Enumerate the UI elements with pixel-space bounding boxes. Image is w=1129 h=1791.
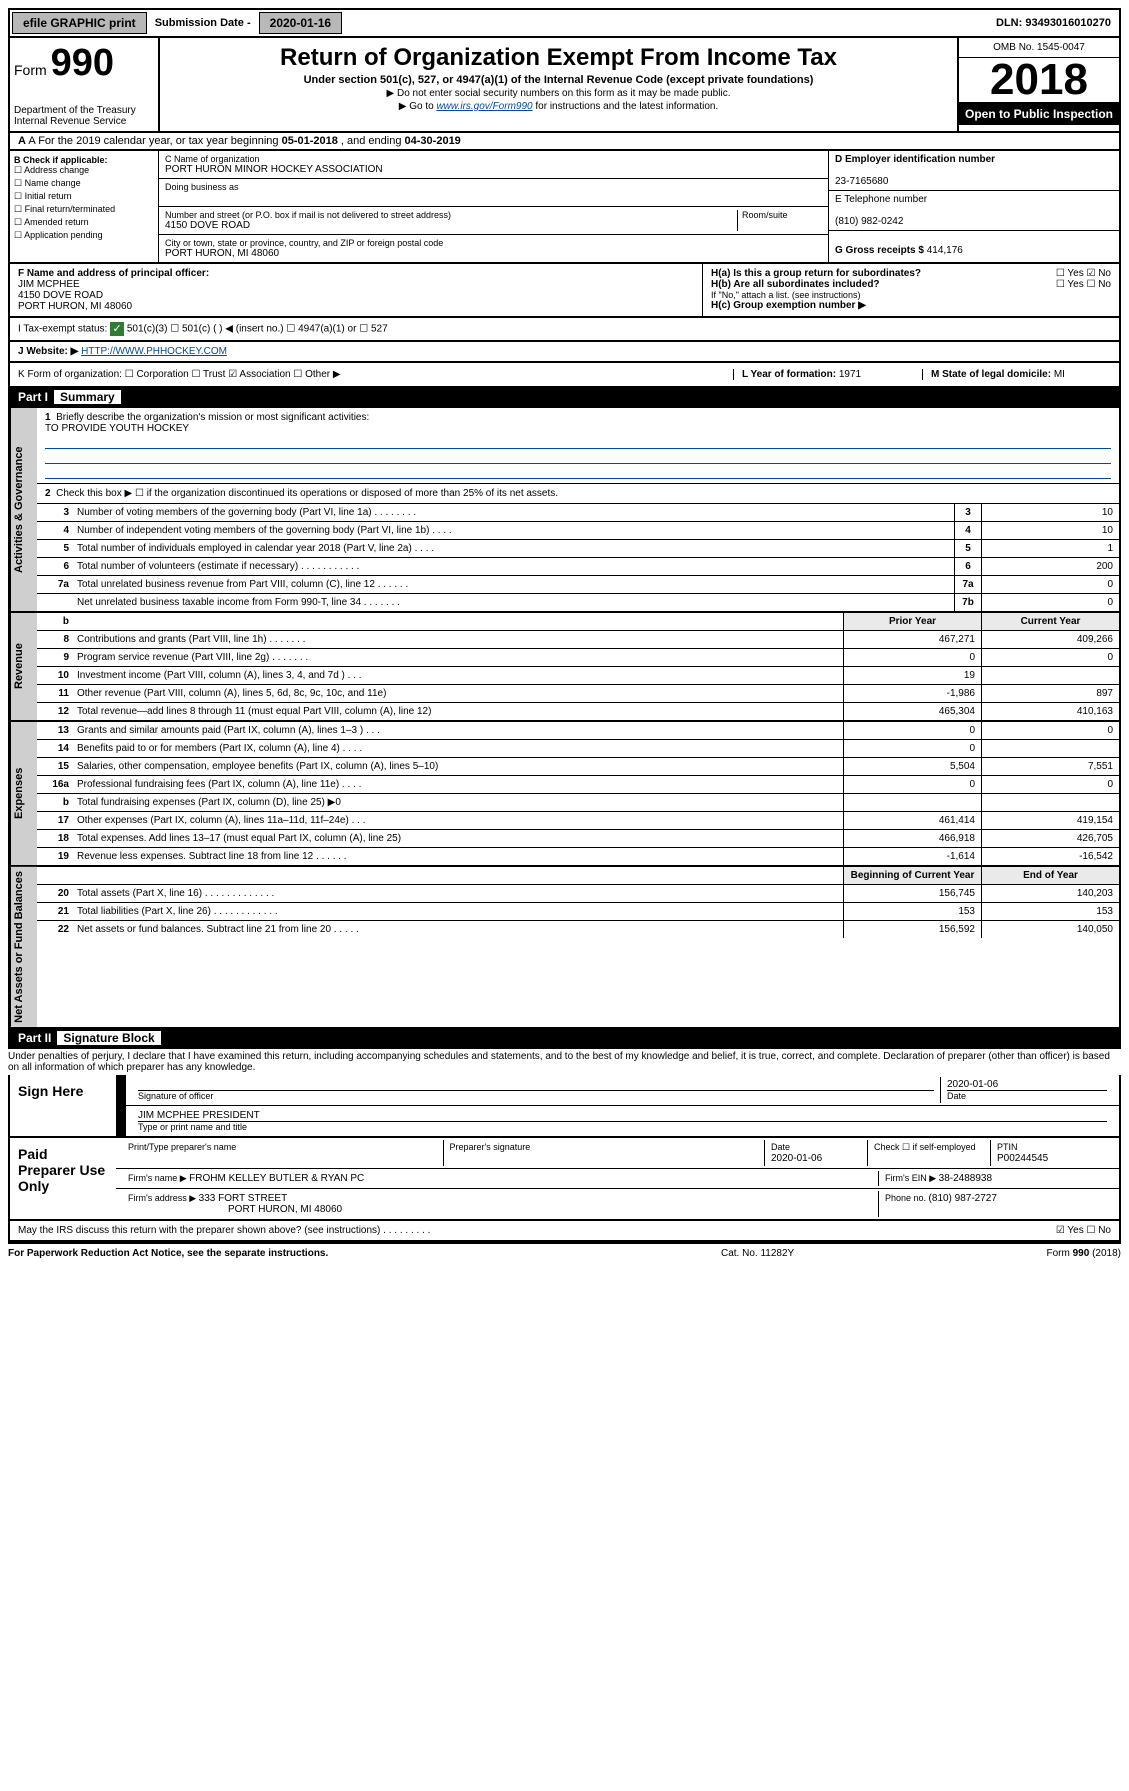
tax-year: 2018 xyxy=(959,60,1119,100)
ein: 23-7165680 xyxy=(835,176,888,187)
col-prior-year: Prior Year xyxy=(843,613,981,630)
firm-name: FROHM KELLEY BUTLER & RYAN PC xyxy=(189,1173,364,1184)
ptin: P00244545 xyxy=(997,1153,1048,1164)
table-row: Net unrelated business taxable income fr… xyxy=(37,594,1119,611)
table-row: 19 Revenue less expenses. Subtract line … xyxy=(37,848,1119,865)
phone: (810) 982-0242 xyxy=(835,216,903,227)
row-fh: F Name and address of principal officer:… xyxy=(8,264,1121,318)
chk-final-return[interactable]: Final return/terminated xyxy=(14,204,154,215)
box-h: H(a) Is this a group return for subordin… xyxy=(702,264,1119,316)
table-row: 16a Professional fundraising fees (Part … xyxy=(37,776,1119,794)
table-row: 15 Salaries, other compensation, employe… xyxy=(37,758,1119,776)
chk-name-change[interactable]: Name change xyxy=(14,178,154,189)
discuss-answer: ☑ Yes ☐ No xyxy=(1056,1225,1111,1236)
table-row: 9 Program service revenue (Part VIII, li… xyxy=(37,649,1119,667)
discuss-row: May the IRS discuss this return with the… xyxy=(8,1221,1121,1242)
website-link[interactable]: HTTP://WWW.PHHOCKEY.COM xyxy=(81,346,227,357)
top-bar: efile GRAPHIC print Submission Date - 20… xyxy=(8,8,1121,38)
table-row: 20 Total assets (Part X, line 16) . . . … xyxy=(37,885,1119,903)
table-row: 18 Total expenses. Add lines 13–17 (must… xyxy=(37,830,1119,848)
mission-text: TO PROVIDE YOUTH HOCKEY xyxy=(45,423,189,434)
dln: DLN: 93493016010270 xyxy=(996,17,1119,29)
box-deg: D Employer identification number 23-7165… xyxy=(828,151,1119,262)
header-right: OMB No. 1545-0047 2018 Open to Public In… xyxy=(957,38,1119,131)
box-l: L Year of formation: 1971 xyxy=(733,369,922,380)
chk-address-change[interactable]: Address change xyxy=(14,165,154,176)
irs-link[interactable]: www.irs.gov/Form990 xyxy=(436,101,532,112)
row-j: J Website: ▶ HTTP://WWW.PHHOCKEY.COM xyxy=(8,342,1121,363)
firm-phone: (810) 987-2727 xyxy=(929,1193,997,1204)
box-k: K Form of organization: ☐ Corporation ☐ … xyxy=(18,369,733,380)
table-row: 8 Contributions and grants (Part VIII, l… xyxy=(37,631,1119,649)
box-f: F Name and address of principal officer:… xyxy=(10,264,702,316)
org-address: 4150 DOVE ROAD xyxy=(165,220,737,231)
efile-print-button[interactable]: efile GRAPHIC print xyxy=(12,12,147,34)
sign-here-label: Sign Here xyxy=(10,1075,116,1136)
block-bcdeg: B Check if applicable: Address change Na… xyxy=(8,151,1121,264)
side-netassets: Net Assets or Fund Balances xyxy=(10,867,37,1027)
submission-date-button[interactable]: 2020-01-16 xyxy=(259,12,342,34)
footer: For Paperwork Reduction Act Notice, see … xyxy=(8,1242,1121,1263)
row-i: I Tax-exempt status: ✓ 501(c)(3) ☐ 501(c… xyxy=(8,318,1121,342)
side-expenses: Expenses xyxy=(10,722,37,865)
table-row: 14 Benefits paid to or for members (Part… xyxy=(37,740,1119,758)
officer-name: JIM MCPHEE PRESIDENT xyxy=(138,1110,260,1121)
header-left: Form 990 Department of the Treasury Inte… xyxy=(10,38,160,131)
table-row: 5 Total number of individuals employed i… xyxy=(37,540,1119,558)
submission-label: Submission Date - xyxy=(149,17,257,29)
side-revenue: Revenue xyxy=(10,613,37,720)
note-goto: ▶ Go to www.irs.gov/Form990 for instruct… xyxy=(168,101,949,112)
form-header: Form 990 Department of the Treasury Inte… xyxy=(8,38,1121,133)
side-governance: Activities & Governance xyxy=(10,408,37,611)
table-row: 6 Total number of volunteers (estimate i… xyxy=(37,558,1119,576)
note-nossn: ▶ Do not enter social security numbers o… xyxy=(168,88,949,99)
table-row: b Total fundraising expenses (Part IX, c… xyxy=(37,794,1119,812)
table-row: 7a Total unrelated business revenue from… xyxy=(37,576,1119,594)
header-mid: Return of Organization Exempt From Incom… xyxy=(160,38,957,131)
col-current-year: Current Year xyxy=(981,613,1119,630)
part2-header: Part IISignature Block xyxy=(8,1029,1121,1049)
section-expenses: Expenses 13 Grants and similar amounts p… xyxy=(8,722,1121,867)
paid-preparer-label: Paid Preparer Use Only xyxy=(10,1138,116,1219)
table-row: 11 Other revenue (Part VIII, column (A),… xyxy=(37,685,1119,703)
chk-501c3: ✓ xyxy=(110,322,124,336)
section-netassets: Net Assets or Fund Balances Beginning of… xyxy=(8,867,1121,1029)
table-row: 3 Number of voting members of the govern… xyxy=(37,504,1119,522)
table-row: 21 Total liabilities (Part X, line 26) .… xyxy=(37,903,1119,921)
form-subtitle: Under section 501(c), 527, or 4947(a)(1)… xyxy=(168,74,949,86)
form-title: Return of Organization Exempt From Incom… xyxy=(168,44,949,72)
firm-ein: 38-2488938 xyxy=(939,1173,992,1184)
box-c: C Name of organization PORT HURON MINOR … xyxy=(159,151,828,262)
penalties-text: Under penalties of perjury, I declare th… xyxy=(8,1049,1121,1075)
box-m: M State of legal domicile: MI xyxy=(922,369,1111,380)
section-governance: Activities & Governance 1 Briefly descri… xyxy=(8,408,1121,613)
section-revenue: Revenue b Prior Year Current Year 8 Cont… xyxy=(8,613,1121,722)
table-row: 4 Number of independent voting members o… xyxy=(37,522,1119,540)
table-row: 12 Total revenue—add lines 8 through 11 … xyxy=(37,703,1119,720)
org-name: PORT HURON MINOR HOCKEY ASSOCIATION xyxy=(165,164,822,175)
paid-preparer-block: Paid Preparer Use Only Print/Type prepar… xyxy=(8,1138,1121,1221)
box-b: B Check if applicable: Address change Na… xyxy=(10,151,159,262)
col-begin-year: Beginning of Current Year xyxy=(843,867,981,884)
part1-header: Part ISummary xyxy=(8,388,1121,408)
open-public: Open to Public Inspection xyxy=(959,102,1119,125)
table-row: 17 Other expenses (Part IX, column (A), … xyxy=(37,812,1119,830)
table-row: 10 Investment income (Part VIII, column … xyxy=(37,667,1119,685)
chk-initial-return[interactable]: Initial return xyxy=(14,191,154,202)
row-a-tax-year: A A For the 2019 calendar year, or tax y… xyxy=(8,133,1121,151)
table-row: 13 Grants and similar amounts paid (Part… xyxy=(37,722,1119,740)
col-end-year: End of Year xyxy=(981,867,1119,884)
table-row: 22 Net assets or fund balances. Subtract… xyxy=(37,921,1119,938)
chk-application-pending[interactable]: Application pending xyxy=(14,230,154,241)
org-city: PORT HURON, MI 48060 xyxy=(165,248,822,259)
chk-amended[interactable]: Amended return xyxy=(14,217,154,228)
gross-receipts: 414,176 xyxy=(927,245,963,256)
sign-here-block: Sign Here Signature of officer 2020-01-0… xyxy=(8,1075,1121,1138)
row-klm: K Form of organization: ☐ Corporation ☐ … xyxy=(8,363,1121,388)
